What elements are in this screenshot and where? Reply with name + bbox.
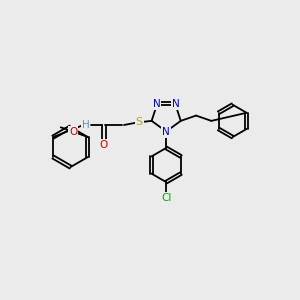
Text: Cl: Cl	[161, 193, 171, 203]
Text: O: O	[69, 127, 77, 137]
Text: H: H	[82, 120, 90, 130]
Text: N: N	[172, 99, 180, 109]
Text: O: O	[100, 140, 108, 150]
Text: N: N	[153, 99, 160, 109]
Text: N: N	[162, 127, 170, 137]
Text: S: S	[136, 117, 143, 127]
